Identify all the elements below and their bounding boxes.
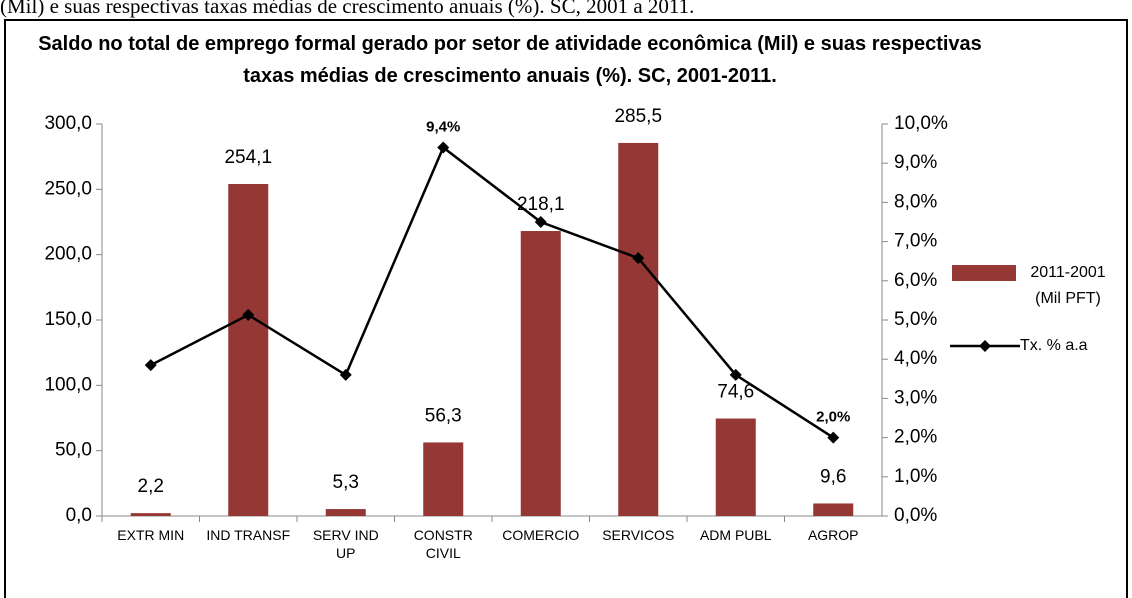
legend-marker	[979, 340, 991, 352]
caption: (Mil) e suas respectivas taxas médias de…	[0, 0, 695, 18]
bar	[423, 442, 464, 516]
y-tick-label: 100,0	[44, 374, 92, 395]
y-tick-label: 150,0	[44, 309, 92, 330]
x-tick-label: SERVICOS	[602, 527, 675, 543]
marker	[827, 431, 840, 444]
marker	[339, 368, 352, 381]
y2-tick-label: 4,0%	[894, 348, 937, 369]
x-tick-label: SERV IND UP	[312, 527, 379, 561]
legend-swatch	[952, 265, 1016, 281]
y2-tick-label: 9,0%	[894, 152, 937, 173]
y2-tick-label: 7,0%	[894, 231, 937, 252]
bar-label: 74,6	[717, 382, 754, 403]
bar	[325, 509, 366, 516]
bar	[813, 503, 854, 516]
bar-label: 218,1	[517, 194, 565, 215]
x-tick-label: EXTR MIN	[117, 527, 185, 543]
bar	[520, 231, 561, 517]
bar	[228, 183, 269, 516]
bar-label: 285,5	[614, 106, 662, 127]
y-tick-label: 50,0	[55, 440, 92, 461]
marker	[144, 359, 157, 372]
bar	[130, 513, 171, 516]
x-tick-label: CONSTR CIVIL	[413, 527, 473, 561]
y2-tick-label: 0,0%	[894, 505, 937, 526]
y2-tick-label: 10,0%	[894, 113, 948, 134]
bar	[618, 142, 659, 517]
y2-tick-label: 6,0%	[894, 270, 937, 291]
y-tick-label: 0,0	[66, 505, 92, 526]
bar	[715, 418, 756, 516]
bar-label: 2,2	[138, 476, 164, 497]
y2-tick-label: 2,0%	[894, 427, 937, 448]
line	[150, 145, 834, 439]
bar-label: 5,3	[333, 472, 359, 493]
marker	[534, 216, 547, 228]
y-tick-label: 300,0	[44, 113, 92, 134]
chart-border	[4, 19, 1128, 598]
marker	[632, 252, 645, 265]
bar-label: 254,1	[224, 147, 272, 168]
x-tick-label: AGROP	[807, 527, 859, 543]
y-tick-label: 250,0	[44, 178, 92, 199]
y2-tick-label: 3,0%	[894, 387, 937, 408]
line-label: 2,0%	[816, 409, 850, 426]
marker	[242, 308, 255, 321]
y-tick-label: 200,0	[44, 244, 92, 265]
x-tick-label: IND TRANSF	[206, 527, 291, 543]
bar-label: 9,6	[820, 466, 846, 487]
chart-title: Saldo no total de emprego formal gerado …	[38, 33, 982, 87]
bar-label: 56,3	[425, 405, 462, 426]
x-tick-label: COMERCIO	[502, 527, 580, 543]
marker	[729, 368, 742, 381]
legend-label: Tx. % a.a	[1020, 337, 1088, 354]
line-label: 9,4%	[426, 118, 460, 135]
y2-tick-label: 8,0%	[894, 191, 937, 212]
y2-tick-label: 5,0%	[894, 309, 937, 330]
marker	[437, 141, 450, 154]
x-tick-label: ADM PUBL	[699, 527, 772, 543]
y2-tick-label: 1,0%	[894, 466, 937, 487]
legend-label: 2011-2001 (Mil PFT)	[1030, 264, 1106, 307]
